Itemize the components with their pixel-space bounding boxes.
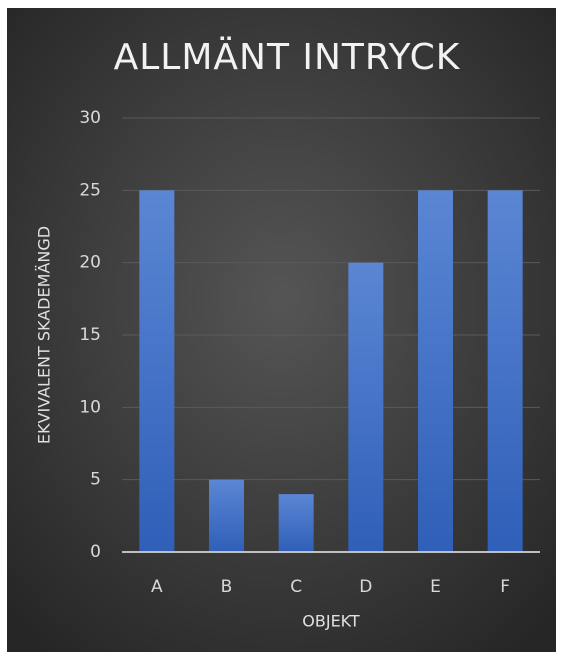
x-tick-label: F [500,577,510,597]
bar [418,190,453,553]
bar [487,190,523,553]
x-tick-label: D [359,577,372,597]
bar [348,262,384,552]
x-axis-title: OBJEKT [302,612,360,631]
x-tick-label: C [290,577,302,597]
bar [139,190,175,553]
y-tick-label: 0 [90,542,101,562]
y-tick-label: 15 [79,325,101,345]
y-tick-label: 25 [79,180,101,200]
y-axis-title: EKVIVALENT SKADEMÄNGD [35,226,54,444]
y-tick-label: 20 [79,253,101,273]
x-tick-label: B [221,577,233,597]
x-tick-label: E [430,577,441,597]
y-tick-label: 30 [79,108,101,128]
y-tick-label: 5 [90,470,101,490]
chart-title: ALLMÄNT INTRYCK [114,36,461,78]
bar [278,494,314,552]
bar [209,479,244,552]
x-tick-label: A [151,577,163,597]
y-tick-label: 10 [79,397,101,417]
